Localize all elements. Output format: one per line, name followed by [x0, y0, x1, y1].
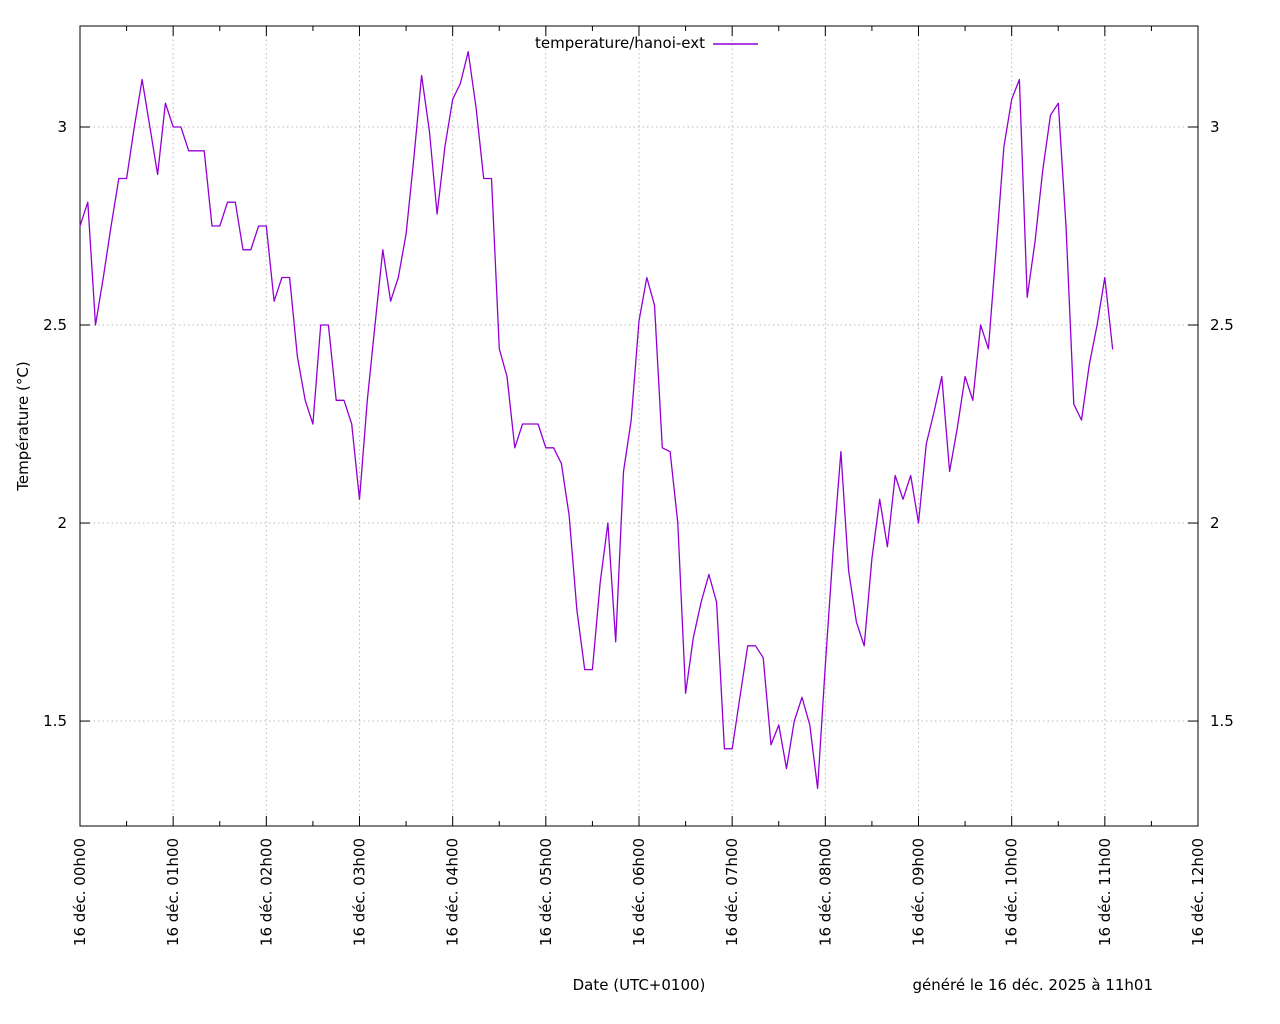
x-tick-label: 16 déc. 10h00	[1003, 838, 1021, 946]
y-tick-label-right: 1.5	[1210, 712, 1234, 730]
y-tick-label-right: 3	[1210, 118, 1220, 136]
y-tick-label-right: 2	[1210, 514, 1220, 532]
x-tick-label: 16 déc. 04h00	[444, 838, 462, 946]
x-tick-label: 16 déc. 07h00	[723, 838, 741, 946]
y-tick-label-right: 2.5	[1210, 316, 1234, 334]
y-tick-label-left: 2.5	[43, 316, 67, 334]
plot-border	[79, 25, 1199, 827]
x-tick-label: 16 déc. 00h00	[71, 838, 89, 946]
generated-timestamp: généré le 16 déc. 2025 à 11h01	[912, 976, 1153, 994]
x-tick-label: 16 déc. 01h00	[164, 838, 182, 946]
x-tick-label: 16 déc. 08h00	[816, 838, 834, 946]
y-tick-label-left: 3	[57, 118, 67, 136]
x-tick-label: 16 déc. 09h00	[910, 838, 928, 946]
x-tick-label: 16 déc. 06h00	[630, 838, 648, 946]
x-tick-label: 16 déc. 03h00	[351, 838, 369, 946]
x-tick-label: 16 déc. 02h00	[257, 838, 275, 946]
y-axis-title: Température (°C)	[14, 361, 32, 491]
x-axis-title: Date (UTC+0100)	[572, 976, 706, 994]
legend-series-label: temperature/hanoi-ext	[534, 34, 705, 52]
y-tick-label-left: 2	[57, 514, 67, 532]
x-tick-label: 16 déc. 12h00	[1189, 838, 1207, 946]
y-tick-label-left: 1.5	[43, 712, 67, 730]
x-tick-label: 16 déc. 05h00	[537, 838, 555, 946]
temperature-series-line	[79, 51, 1114, 790]
x-tick-label: 16 déc. 11h00	[1096, 838, 1114, 946]
